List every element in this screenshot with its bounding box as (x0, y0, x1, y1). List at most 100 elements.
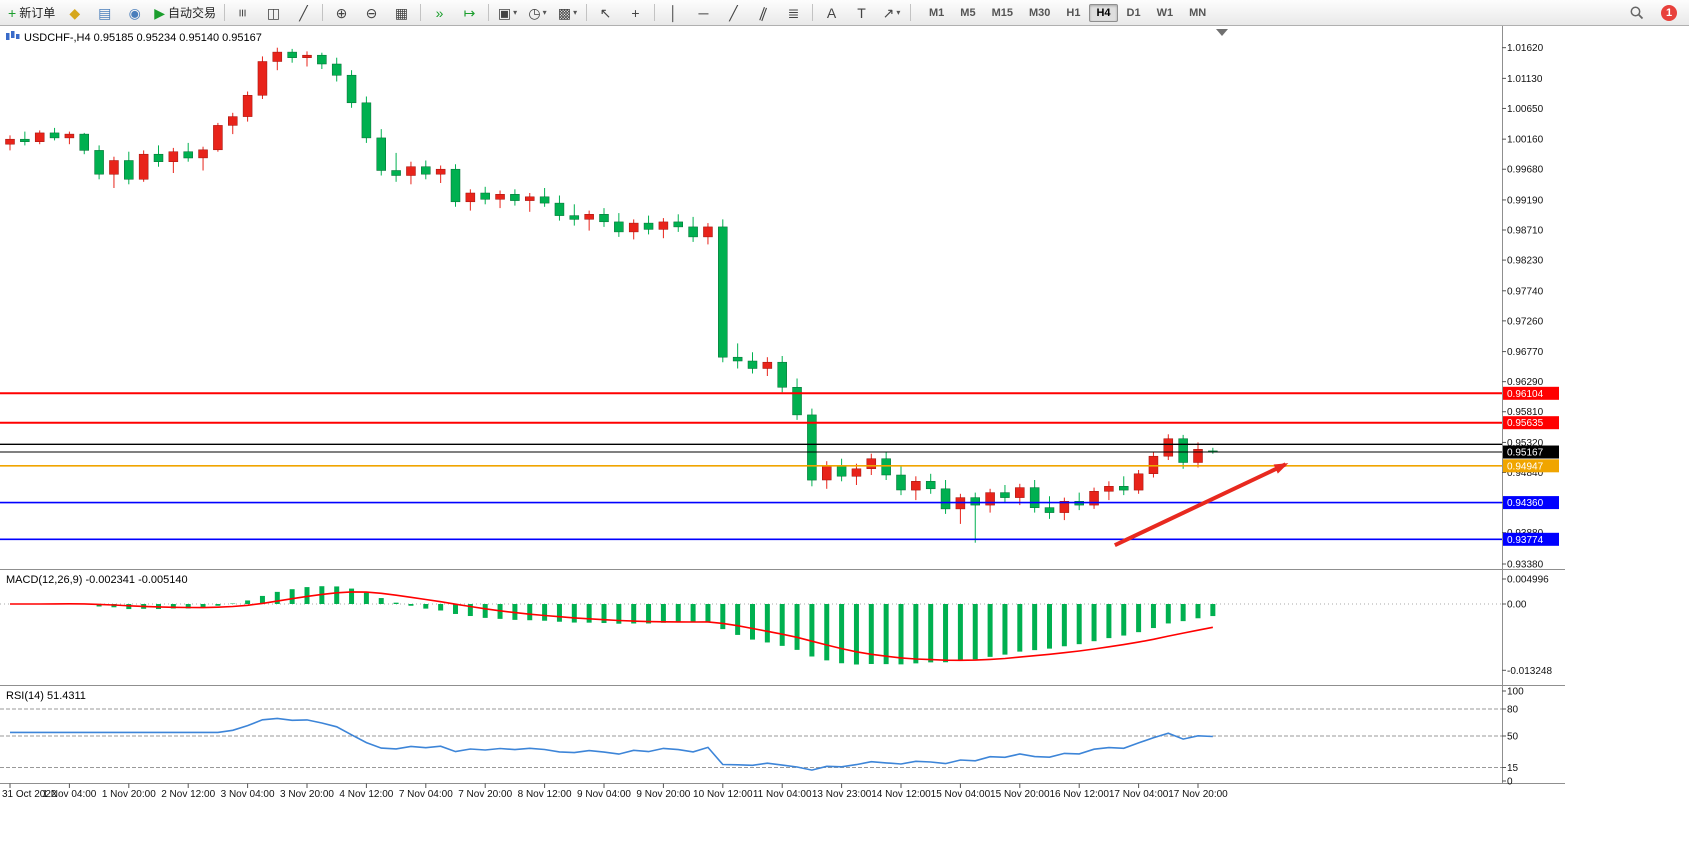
chart-window: 1.01620 1.01130 1.00650 1.00160 0.99680 0.991… (0, 26, 1689, 868)
time-axis-label: 7 Nov 04:00 (399, 789, 453, 800)
time-axis-label: 1 Nov 20:00 (102, 789, 156, 800)
auto-trading-button-label: 自动交易 (167, 6, 216, 20)
templates-icon: ▩ (557, 4, 572, 21)
price-axis-label: 1.01620 (1507, 43, 1544, 54)
support-line-1-tag (1503, 496, 1559, 510)
price-axis-label: 0.99680 (1507, 165, 1544, 176)
timeframe-h4[interactable]: H4 (1089, 3, 1118, 22)
time-axis-label: 4 Nov 12:00 (339, 789, 393, 800)
dropdown-arrow-icon: ▾ (896, 8, 901, 17)
text-label-button[interactable]: T (847, 1, 876, 24)
arrows-button[interactable]: ↗ ▾ (877, 1, 906, 24)
bar-chart-button[interactable]: ≡ (229, 1, 258, 24)
time-axis-label: 15 Nov 04:00 (931, 789, 991, 800)
price-axis-label: 1.00160 (1507, 135, 1544, 146)
tile-windows-icon: ▦ (394, 4, 409, 21)
fibonacci-button[interactable]: ≣ (779, 1, 808, 24)
support-line-2-tag-label: 0.93774 (1507, 535, 1544, 546)
toolbar-separator (420, 4, 421, 21)
text-label-icon: T (857, 4, 866, 21)
new-order-icon: + (8, 4, 17, 21)
timeframe-m30[interactable]: M30 (1028, 6, 1051, 19)
auto-trading-button[interactable]: ▶ 自动交易 (150, 1, 220, 24)
search-button[interactable] (1622, 1, 1651, 24)
chart-shift-marker[interactable] (1216, 29, 1228, 36)
candlestick-chart-button[interactable]: ◫ (259, 1, 288, 24)
trend-arrow[interactable] (1113, 462, 1289, 548)
price-axis-label: 0.96290 (1507, 377, 1544, 388)
macd-axis-label: 0.00 (1507, 600, 1527, 611)
periods-button[interactable]: ◷ ▾ (523, 1, 552, 24)
price-axis-label: 0.98230 (1507, 256, 1544, 267)
text-icon: A (826, 4, 837, 21)
time-axis-label: 3 Nov 20:00 (280, 789, 334, 800)
price-axis-label: 0.97740 (1507, 286, 1544, 297)
orange-support-line-tag (1503, 459, 1559, 473)
new-chart-icon: ▣ (497, 4, 512, 21)
auto-scroll-button[interactable]: » (425, 1, 454, 24)
price-axis-label: 0.95810 (1507, 407, 1544, 418)
timeframe-group: M1 M5 M15 M30 H1 H4 D1 W1 MN (921, 3, 1214, 22)
timeframe-h1[interactable]: H1 (1066, 6, 1081, 19)
timeframe-m5[interactable]: M5 (960, 6, 976, 19)
price-axis-label: 0.95320 (1507, 438, 1544, 449)
new-chart-button[interactable]: ▣ ▾ (493, 1, 522, 24)
candlestick-chart-icon: ◫ (266, 4, 281, 21)
toolbar-separator (224, 4, 225, 21)
community-button[interactable]: ◉ (120, 1, 149, 24)
price-axis-label: 1.01130 (1507, 74, 1543, 85)
auto-trading-icon: ▶ (154, 4, 165, 21)
timeframe-mn[interactable]: MN (1189, 6, 1207, 19)
zoom-in-button[interactable]: ⊕ (327, 1, 356, 24)
search-icon (1630, 6, 1644, 20)
chart-shift-icon: ↦ (463, 4, 476, 21)
community-icon: ◉ (128, 4, 141, 21)
data-window-icon: ▤ (98, 4, 112, 21)
timeframe-m1[interactable]: M1 (929, 6, 945, 19)
notification-badge[interactable]: 1 (1661, 4, 1677, 21)
toolbar-separator (488, 4, 489, 21)
zoom-out-icon: ⊖ (365, 4, 378, 21)
new-order-button[interactable]: + 新订单 (4, 1, 59, 24)
zoom-out-button[interactable]: ⊖ (357, 1, 386, 24)
rsi-title: RSI(14) 51.4311 (6, 690, 86, 702)
vertical-line-button[interactable]: │ (659, 1, 688, 24)
templates-button[interactable]: ▩ ▾ (553, 1, 582, 24)
rsi-axis-label: 100 (1507, 687, 1524, 698)
current-price-line-tag (1503, 445, 1559, 459)
price-axis-label: 0.96770 (1507, 347, 1544, 358)
price-axis-label: 1.00650 (1507, 104, 1544, 115)
trendline-button[interactable]: ╱ (719, 1, 748, 24)
time-axis-label: 2 Nov 12:00 (161, 789, 215, 800)
time-axis-label: 7 Nov 20:00 (458, 789, 512, 800)
macd-signal-line (10, 591, 1214, 662)
timeframe-w1[interactable]: W1 (1156, 6, 1174, 19)
time-axis-label: 16 Nov 12:00 (1049, 789, 1109, 800)
text-button[interactable]: A (817, 1, 846, 24)
rsi-axis-label: 80 (1507, 705, 1519, 716)
timeframe-m15[interactable]: M15 (991, 6, 1013, 19)
tile-windows-button[interactable]: ▦ (387, 1, 416, 24)
time-axis-label: 31 Oct 2022 (2, 789, 57, 800)
line-chart-button[interactable]: ╱ (289, 1, 318, 24)
crosshair-button[interactable]: + (621, 1, 650, 24)
time-axis-label: 9 Nov 04:00 (577, 789, 631, 800)
support-line-2-tag (1503, 532, 1559, 546)
metaeditor-button[interactable]: ◆ (60, 1, 89, 24)
data-window-button[interactable]: ▤ (90, 1, 119, 24)
equidistant-channel-button[interactable]: ∥ (749, 1, 778, 24)
rsi-axis-label: 15 (1507, 763, 1519, 774)
rsi-axis-label: 0 (1507, 777, 1513, 788)
cursor-button[interactable]: ↖ (591, 1, 620, 24)
toolbar-separator (586, 4, 587, 21)
rsi-axis-label: 50 (1507, 732, 1519, 743)
zoom-in-icon: ⊕ (335, 4, 348, 21)
horizontal-line-button[interactable]: ─ (689, 1, 718, 24)
timeframe-d1[interactable]: D1 (1126, 6, 1141, 19)
dropdown-arrow-icon: ▾ (513, 8, 518, 17)
chart-title: USDCHF-,H4 0.95185 0.95234 0.95140 0.951… (24, 32, 262, 44)
usdchf-h4-chart[interactable]: 1.01620 1.01130 1.00650 1.00160 0.99680 0.991… (0, 26, 1689, 868)
chart-shift-button[interactable]: ↦ (455, 1, 484, 24)
